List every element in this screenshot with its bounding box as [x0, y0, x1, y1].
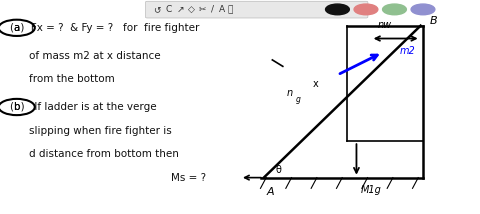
Text: A: A: [267, 187, 274, 196]
Text: ⬛: ⬛: [228, 5, 233, 14]
Text: (a)  Fx = ?  & Fy = ?   for  fire fighter: (a) Fx = ? & Fy = ? for fire fighter: [10, 23, 199, 33]
Text: from the bottom: from the bottom: [29, 74, 114, 84]
Text: ↗: ↗: [177, 5, 184, 14]
Text: θ: θ: [276, 165, 281, 175]
Text: ◇: ◇: [188, 5, 195, 14]
Text: B: B: [430, 16, 438, 26]
Circle shape: [354, 4, 378, 15]
Text: x: x: [313, 79, 319, 89]
Text: A: A: [218, 5, 225, 14]
Text: ↺: ↺: [153, 5, 161, 14]
Text: n: n: [286, 88, 292, 98]
Text: a: a: [14, 23, 20, 33]
Circle shape: [383, 4, 407, 15]
Text: C: C: [166, 5, 172, 14]
Text: b: b: [13, 102, 20, 112]
Circle shape: [411, 4, 435, 15]
Text: d distance from bottom then: d distance from bottom then: [29, 149, 179, 159]
Text: nw: nw: [378, 20, 392, 30]
FancyBboxPatch shape: [145, 1, 368, 18]
Text: ✂: ✂: [199, 5, 206, 14]
Text: slipping when fire fighter is: slipping when fire fighter is: [29, 126, 171, 135]
Text: M1g: M1g: [361, 186, 382, 195]
Text: g: g: [296, 95, 301, 104]
Circle shape: [325, 4, 349, 15]
Text: m2: m2: [399, 46, 415, 56]
Text: /: /: [211, 5, 214, 14]
Text: Ms = ?: Ms = ?: [171, 173, 206, 183]
Text: (b)   If ladder is at the verge: (b) If ladder is at the verge: [10, 102, 156, 112]
Text: of mass m2 at x distance: of mass m2 at x distance: [29, 51, 160, 61]
